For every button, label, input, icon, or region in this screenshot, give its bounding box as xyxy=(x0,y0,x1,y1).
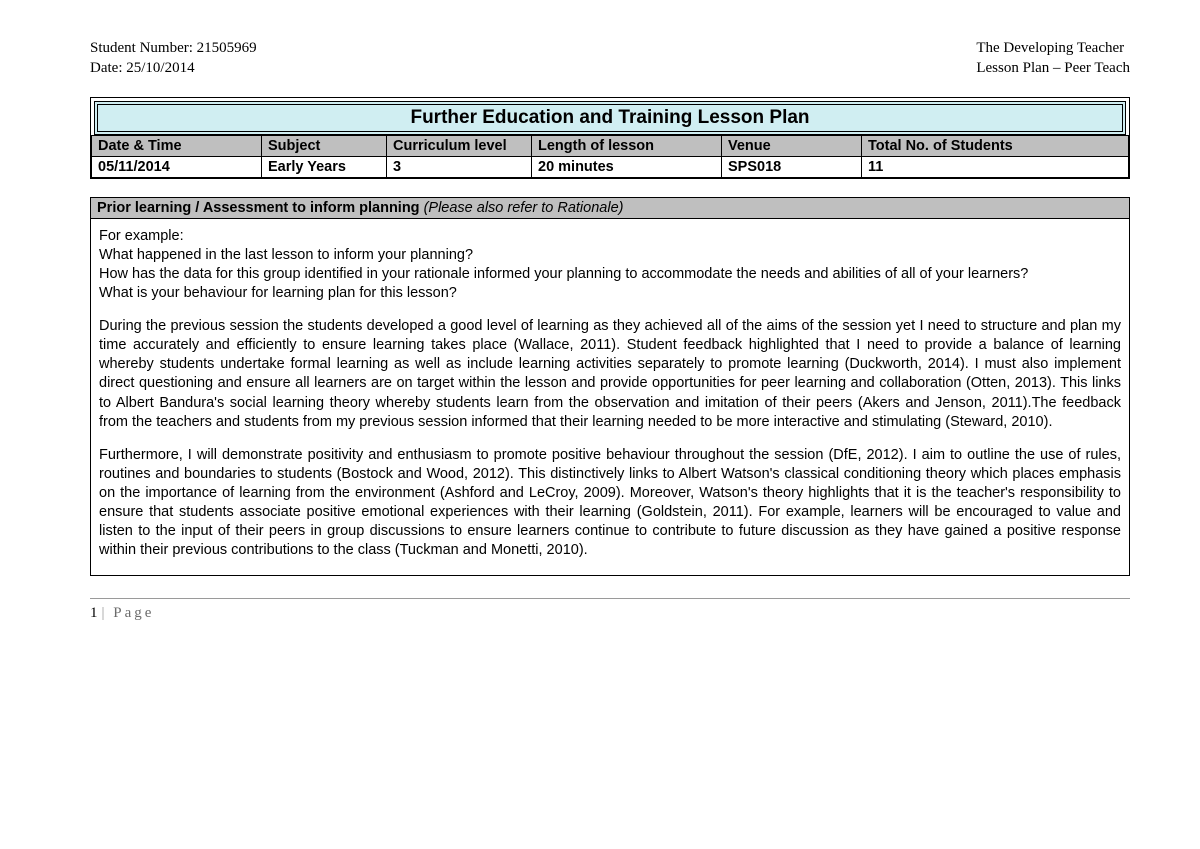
cell-subject: Early Years xyxy=(262,156,387,177)
col-datetime-header: Date & Time xyxy=(92,135,262,156)
cell-length: 20 minutes xyxy=(532,156,722,177)
section-header-bold: Prior learning / Assessment to inform pl… xyxy=(97,200,424,216)
footer-bar: | xyxy=(102,605,105,621)
col-total-header: Total No. of Students xyxy=(862,135,1129,156)
date-line: Date: 25/10/2014 xyxy=(90,58,257,78)
header-right-line1: The Developing Teacher xyxy=(976,38,1130,58)
page-header: Student Number: 21505969 Date: 25/10/201… xyxy=(90,38,1130,79)
lesson-plan-table: Date & Time Subject Curriculum level Len… xyxy=(91,135,1129,178)
student-number-line: Student Number: 21505969 xyxy=(90,38,257,58)
col-curriculum-header: Curriculum level xyxy=(387,135,532,156)
header-right-line2: Lesson Plan – Peer Teach xyxy=(976,58,1130,78)
lesson-plan-box: Further Education and Training Lesson Pl… xyxy=(90,97,1130,179)
col-length-header: Length of lesson xyxy=(532,135,722,156)
prior-learning-section: Prior learning / Assessment to inform pl… xyxy=(90,197,1130,576)
page-footer: 1| Page xyxy=(90,605,1130,622)
footer-page-label: Page xyxy=(113,605,154,621)
section-p2: During the previous session the students… xyxy=(99,317,1121,432)
cell-curriculum: 3 xyxy=(387,156,532,177)
cell-total: 11 xyxy=(862,156,1129,177)
section-p1: For example: What happened in the last l… xyxy=(99,227,1121,304)
student-number-value: 21505969 xyxy=(197,40,257,56)
footer-page-number: 1 xyxy=(90,605,98,621)
col-venue-header: Venue xyxy=(722,135,862,156)
date-value: 25/10/2014 xyxy=(126,60,194,76)
table-header-row: Date & Time Subject Curriculum level Len… xyxy=(92,135,1129,156)
student-number-label: Student Number: xyxy=(90,40,197,56)
col-subject-header: Subject xyxy=(262,135,387,156)
section-body: For example: What happened in the last l… xyxy=(91,219,1129,575)
cell-venue: SPS018 xyxy=(722,156,862,177)
header-right: The Developing Teacher Lesson Plan – Pee… xyxy=(976,38,1130,79)
cell-datetime: 05/11/2014 xyxy=(92,156,262,177)
table-row: 05/11/2014 Early Years 3 20 minutes SPS0… xyxy=(92,156,1129,177)
date-label: Date: xyxy=(90,60,126,76)
footer-rule xyxy=(90,598,1130,599)
document-page: Student Number: 21505969 Date: 25/10/201… xyxy=(0,0,1200,642)
section-header-italic: (Please also refer to Rationale) xyxy=(424,200,624,216)
section-header: Prior learning / Assessment to inform pl… xyxy=(91,198,1129,219)
section-p3: Furthermore, I will demonstrate positivi… xyxy=(99,446,1121,561)
lesson-plan-title: Further Education and Training Lesson Pl… xyxy=(94,101,1126,135)
header-left: Student Number: 21505969 Date: 25/10/201… xyxy=(90,38,257,79)
